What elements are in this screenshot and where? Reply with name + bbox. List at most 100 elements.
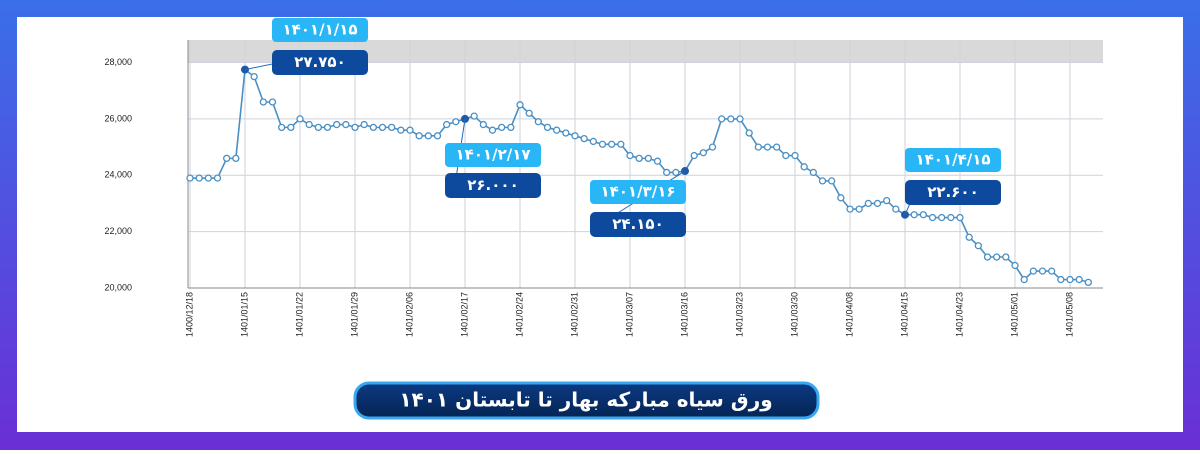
x-tick-label: 1401/03/23 [734, 292, 744, 337]
point [232, 154, 240, 163]
point [1066, 275, 1074, 284]
point [507, 123, 515, 132]
point [718, 115, 726, 123]
chart-title: ورق سیاه مبارکه بهار تا تابستان ۱۴۰۱ [399, 388, 772, 412]
point [553, 126, 561, 134]
x-tick-label: 1401/02/24 [514, 292, 524, 337]
point [415, 132, 423, 140]
point [470, 112, 478, 120]
x-tick-label: 1401/04/15 [899, 292, 909, 337]
point [653, 157, 662, 165]
point [296, 115, 304, 123]
point [342, 120, 350, 129]
point [708, 143, 717, 151]
point [1084, 278, 1092, 287]
point [351, 123, 359, 132]
point [250, 72, 258, 81]
point [443, 120, 451, 129]
point [498, 123, 506, 132]
point [543, 123, 552, 132]
point [479, 120, 487, 129]
callout-value: ۲۲.۶۰۰ [927, 183, 978, 201]
point [1029, 267, 1037, 275]
point [608, 140, 616, 148]
point [956, 213, 964, 222]
callout-value-box [272, 50, 368, 75]
callout-date: ۱۴۰۱/۳/۱۶ [600, 183, 675, 201]
x-tick-label: 1401/03/30 [789, 292, 799, 337]
point [846, 205, 854, 213]
point [983, 253, 992, 261]
callout-date-box [905, 148, 1001, 172]
point [974, 242, 982, 250]
point [754, 143, 762, 151]
point [910, 211, 918, 219]
callout-value-box [445, 173, 541, 198]
point [452, 118, 460, 126]
point [378, 123, 387, 132]
plot: 20,000 22,000 24,000 26,000 28,000 1400/12/18… [104, 18, 1103, 337]
callout-value-box [905, 180, 1001, 205]
callout-value-box [590, 212, 686, 237]
point [397, 126, 405, 134]
point [892, 205, 900, 213]
point [644, 154, 652, 163]
point [1020, 275, 1028, 284]
callout-value: ۲۴.۱۵۰ [612, 215, 663, 233]
point [488, 126, 497, 134]
callout-date: ۱۴۰۱/۴/۱۵ [915, 151, 990, 169]
y-tick-label: 22,000 [104, 226, 132, 236]
point [305, 120, 313, 129]
point [259, 98, 267, 106]
point [388, 123, 396, 132]
point [278, 123, 286, 132]
point [186, 174, 194, 182]
point [571, 132, 579, 140]
x-tick-label: 1400/12/18 [184, 292, 194, 337]
x-tick-label: 1401/03/07 [624, 292, 634, 337]
x-tick-label: 1401/05/08 [1064, 292, 1074, 337]
point [663, 168, 671, 177]
point [525, 109, 533, 117]
point [406, 126, 414, 134]
point [727, 115, 735, 123]
point [360, 120, 368, 129]
point [699, 149, 707, 157]
title-pill [353, 381, 820, 420]
point [369, 123, 377, 132]
point [1011, 261, 1019, 270]
point [516, 101, 524, 109]
point [1075, 275, 1083, 284]
point [424, 132, 432, 140]
point [855, 205, 863, 213]
point [333, 120, 341, 129]
point [1002, 253, 1010, 261]
x-tick-label: 1401/01/15 [239, 292, 249, 337]
point [763, 143, 772, 151]
point [1057, 275, 1065, 284]
x-tick-label: 1401/02/31 [569, 292, 579, 337]
point [287, 123, 295, 132]
point [433, 132, 442, 140]
point [213, 174, 222, 182]
top-band [188, 40, 1103, 63]
point [204, 174, 212, 182]
callout-date: ۱۴۰۱/۱/۱۵ [282, 21, 357, 39]
point [1048, 267, 1056, 275]
callout-date-box [445, 143, 541, 167]
x-tick-label: 1401/02/17 [459, 292, 469, 337]
point [195, 174, 203, 182]
point [965, 233, 973, 241]
point [562, 129, 570, 137]
y-tick-label: 20,000 [104, 282, 132, 292]
point [883, 196, 891, 205]
callout-value: ۲۷.۷۵۰ [294, 53, 345, 71]
point [323, 123, 332, 132]
point [919, 211, 927, 219]
point [873, 199, 882, 208]
point [626, 151, 634, 160]
x-tick-label: 1401/05/01 [1009, 292, 1019, 337]
callout-date-box [590, 180, 686, 204]
point [837, 194, 845, 202]
